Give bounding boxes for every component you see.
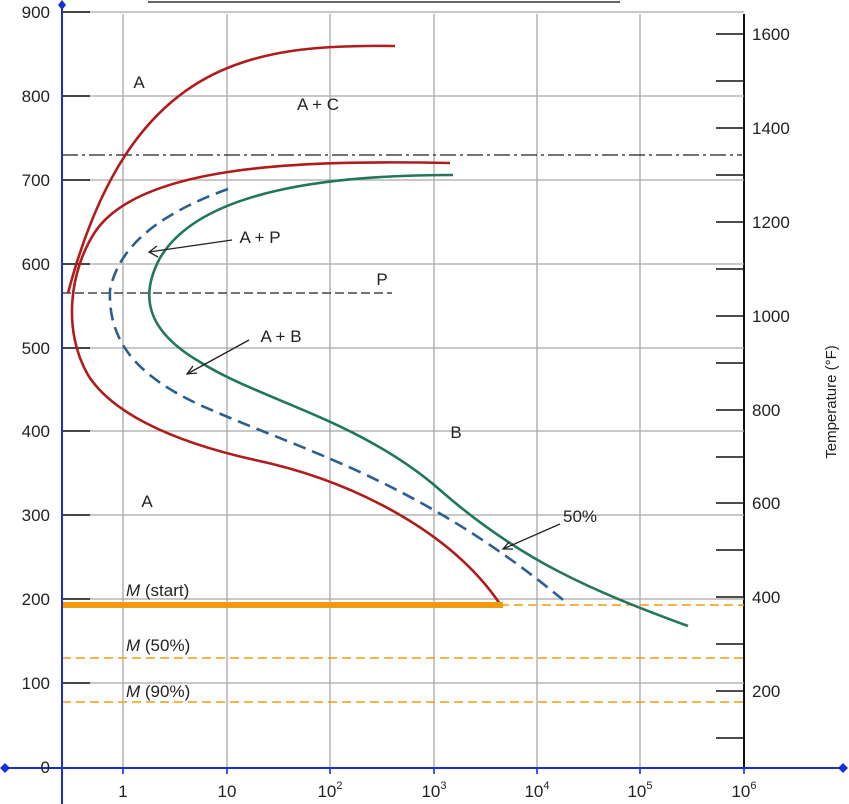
- left-axis-labels: 900 800 700 600 500 400 300 200 100 0: [22, 3, 50, 777]
- x-axis-left-marker: [0, 763, 10, 773]
- x-tick-10-6: 106: [731, 780, 756, 801]
- x-tick-1: 1: [118, 782, 127, 801]
- fifty-percent-curve: [108, 187, 569, 605]
- right-tick-1200: 1200: [752, 213, 790, 232]
- vertical-grid: [122, 14, 641, 768]
- right-tick-400: 400: [752, 588, 780, 607]
- left-tick-800: 800: [22, 87, 50, 106]
- x-axis-labels: 1 10 102 103 104 105 106: [118, 780, 756, 801]
- right-axis-title: Temperature (°F): [823, 345, 840, 459]
- x-tick-10-5: 105: [627, 780, 652, 801]
- right-tick-200: 200: [752, 682, 780, 701]
- a-plus-p-arrow: [147, 239, 233, 258]
- right-axis-labels: 1600 1400 1200 1000 800 600 400 200: [752, 25, 790, 701]
- left-tick-0: 0: [41, 758, 50, 777]
- fifty-percent-arrow: [501, 523, 561, 550]
- m-start-label: M (start): [126, 581, 189, 600]
- y-axis-top-marker: [58, 0, 66, 10]
- m-50-label: M (50%): [126, 636, 190, 655]
- x-axis-ticks: [122, 768, 745, 774]
- left-tick-500: 500: [22, 339, 50, 358]
- x-tick-10-3: 103: [421, 780, 446, 801]
- region-label-a-bottom: A: [141, 492, 153, 511]
- region-label-a-plus-p: A + P: [239, 228, 280, 247]
- region-label-b: B: [450, 423, 461, 442]
- left-tick-900: 900: [22, 3, 50, 22]
- cementite-start-curve: [66, 44, 396, 294]
- left-tick-200: 200: [22, 590, 50, 609]
- right-tick-1400: 1400: [752, 119, 790, 138]
- a-plus-b-arrow: [185, 339, 250, 375]
- region-label-p: P: [376, 270, 387, 289]
- x-axis-right-marker: [838, 763, 848, 773]
- right-axis-ticks: [716, 33, 744, 739]
- transformation-start-curve: [70, 161, 502, 605]
- left-tick-700: 700: [22, 171, 50, 190]
- region-label-a-plus-c: A + C: [297, 95, 339, 114]
- right-tick-800: 800: [752, 401, 780, 420]
- left-tick-300: 300: [22, 506, 50, 525]
- right-tick-1600: 1600: [752, 25, 790, 44]
- transformation-finish-curve: [147, 173, 689, 628]
- x-tick-10-2: 102: [317, 780, 342, 801]
- horizontal-grid: [62, 11, 744, 684]
- region-label-fifty-percent: 50%: [563, 507, 597, 526]
- region-label-a-top: A: [133, 73, 145, 92]
- m-90-label: M (90%): [126, 682, 190, 701]
- right-tick-1000: 1000: [752, 307, 790, 326]
- left-tick-600: 600: [22, 255, 50, 274]
- x-tick-10-4: 104: [524, 780, 549, 801]
- left-tick-100: 100: [22, 674, 50, 693]
- x-tick-10: 10: [218, 782, 237, 801]
- left-tick-400: 400: [22, 422, 50, 441]
- right-tick-600: 600: [752, 494, 780, 513]
- region-label-a-plus-b: A + B: [260, 327, 301, 346]
